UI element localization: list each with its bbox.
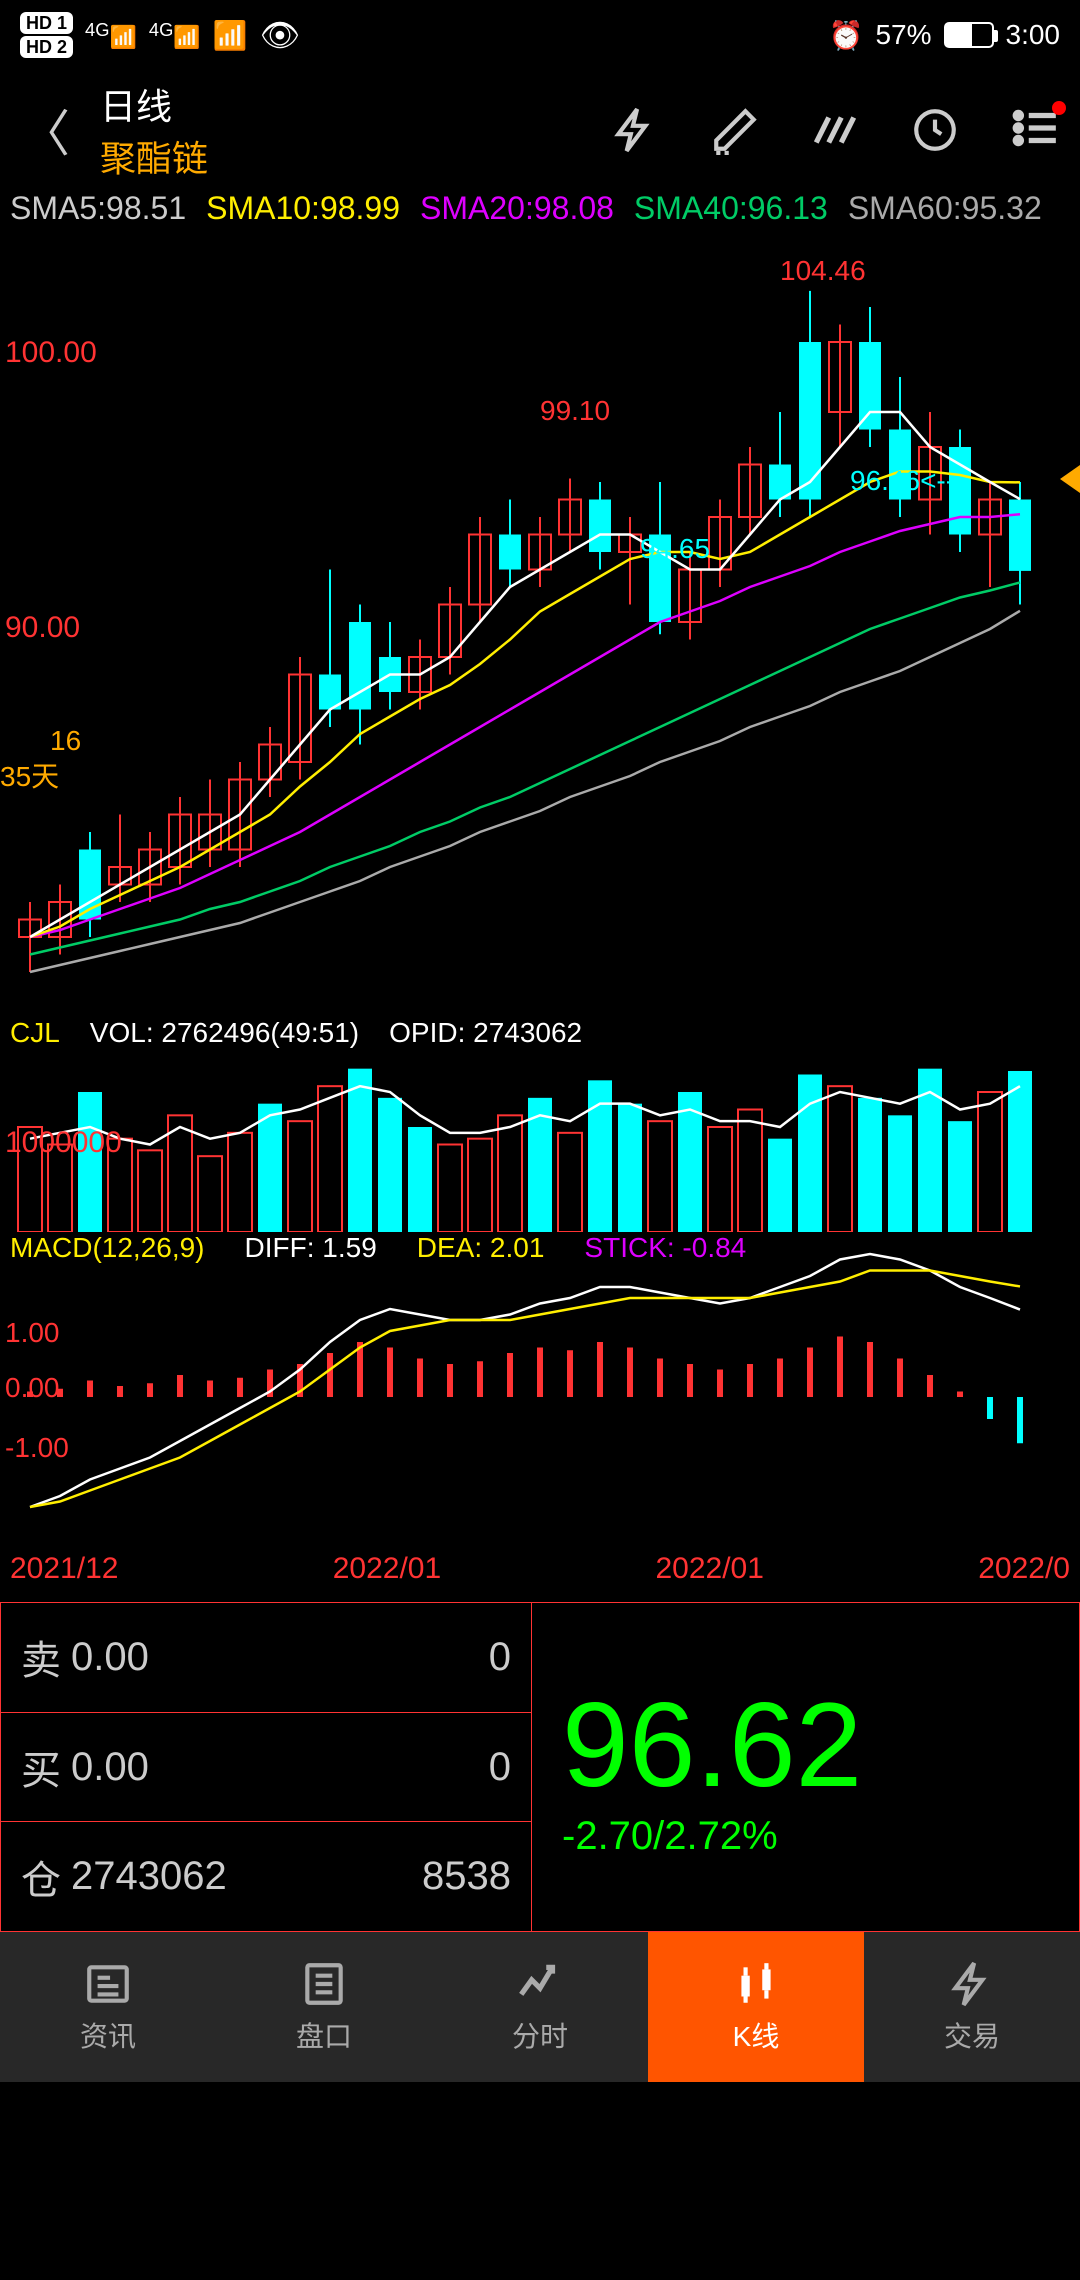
- battery-icon: [944, 22, 994, 48]
- menu-icon[interactable]: [1010, 103, 1060, 158]
- volume-chart[interactable]: CJL VOL: 2762496(49:51) OPID: 2743062 10…: [0, 1017, 1080, 1232]
- chart-annotation: 104.46: [780, 255, 866, 287]
- svg-text:100.00: 100.00: [5, 336, 97, 369]
- chart-annotation: 99.10: [540, 395, 610, 427]
- nav-label: 分时: [512, 2015, 568, 2055]
- sma-value: SMA40:96.13: [634, 190, 828, 227]
- nav-label: K线: [733, 2015, 780, 2055]
- svg-text:90.00: 90.00: [5, 611, 80, 644]
- nav-line[interactable]: 分时: [432, 1932, 648, 2082]
- sma-indicators: SMA5:98.51 SMA10:98.99 SMA20:98.08 SMA40:96…: [0, 190, 1080, 227]
- sma-value: SMA20:98.08: [420, 190, 614, 227]
- nav-bolt[interactable]: 交易: [864, 1932, 1080, 2082]
- nav-label: 交易: [944, 2015, 1000, 2055]
- current-price: 96.62: [562, 1676, 1079, 1814]
- clock-time: 3:00: [1006, 19, 1061, 51]
- sell-row: 卖 0.00 0: [1, 1603, 531, 1713]
- macd-chart[interactable]: MACD(12,26,9) DIFF: 1.59 DEA: 2.01 STICK…: [0, 1232, 1080, 1552]
- stick-label: STICK: -0.84: [584, 1232, 746, 1264]
- subtitle: 聚酯链: [100, 130, 580, 182]
- signal-1: 4G📶: [85, 19, 137, 50]
- pencil-icon[interactable]: [710, 105, 760, 155]
- clock-icon[interactable]: [910, 105, 960, 155]
- signal-2: 4G📶: [149, 19, 201, 50]
- hd2-badge: HD 2: [20, 36, 73, 58]
- battery-pct: 57%: [875, 19, 931, 51]
- nav-book[interactable]: 盘口: [216, 1932, 432, 2082]
- sma-value: SMA5:98.51: [10, 190, 186, 227]
- status-bar: HD 1 HD 2 4G📶 4G📶 📶 👁 ⏰ 57% 3:00: [0, 0, 1080, 70]
- price-marker-arrow: [1060, 465, 1080, 493]
- nav-candle[interactable]: K线: [648, 1932, 864, 2082]
- indicator-icon[interactable]: [810, 105, 860, 155]
- diff-label: DIFF: 1.59: [245, 1232, 377, 1264]
- nav-label: 资讯: [80, 2015, 136, 2055]
- hd1-badge: HD 1: [20, 12, 73, 34]
- vol-label: VOL: 2762496(49:51): [90, 1017, 359, 1049]
- date-label: 2022/0: [978, 1552, 1070, 1602]
- svg-text:1.00: 1.00: [5, 1317, 60, 1348]
- date-axis: 2021/12 2022/01 2022/01 2022/0: [0, 1552, 1080, 1602]
- svg-text:-1.00: -1.00: [5, 1432, 69, 1463]
- macd-label: MACD(12,26,9): [10, 1232, 205, 1264]
- bolt-icon[interactable]: [610, 105, 660, 155]
- bottom-nav: 资讯 盘口 分时 K线 交易: [0, 1932, 1080, 2082]
- position-row: 仓 2743062 8538: [1, 1822, 531, 1931]
- svg-text:0.00: 0.00: [5, 1372, 60, 1403]
- dea-label: DEA: 2.01: [417, 1232, 545, 1264]
- header: 〈 日线 聚酯链: [0, 70, 1080, 190]
- nav-news[interactable]: 资讯: [0, 1932, 216, 2082]
- chart-annotation: 16: [50, 725, 81, 757]
- price-change: -2.70/2.72%: [562, 1814, 1079, 1859]
- sma-value: SMA60:95.32: [848, 190, 1042, 227]
- date-label: 2021/12: [10, 1552, 118, 1602]
- chart-annotation: 35天: [0, 755, 59, 795]
- nav-label: 盘口: [296, 2015, 352, 2055]
- opid-label: OPID: 2743062: [389, 1017, 582, 1049]
- svg-text:1000000: 1000000: [5, 1126, 122, 1159]
- title: 日线: [100, 78, 580, 130]
- buy-row: 买 0.00 0: [1, 1713, 531, 1823]
- eye-icon: 👁: [260, 16, 301, 54]
- quote-panel: 卖 0.00 0 买 0.00 0 仓 2743062 8538 96.62 -…: [0, 1602, 1080, 1932]
- sma-value: SMA10:98.99: [206, 190, 400, 227]
- back-button[interactable]: 〈: [20, 94, 70, 166]
- cjl-label: CJL: [10, 1017, 60, 1049]
- candlestick-chart[interactable]: 100.00 90.00 104.46 99.10 94.65 96.46<--- 163…: [0, 227, 1080, 1017]
- date-label: 2022/01: [655, 1552, 763, 1602]
- chart-annotation: 94.65: [640, 533, 710, 565]
- chart-annotation: 96.46<---: [850, 465, 964, 497]
- date-label: 2022/01: [333, 1552, 441, 1602]
- alarm-icon: ⏰: [829, 19, 864, 52]
- wifi-icon: 📶: [213, 19, 248, 52]
